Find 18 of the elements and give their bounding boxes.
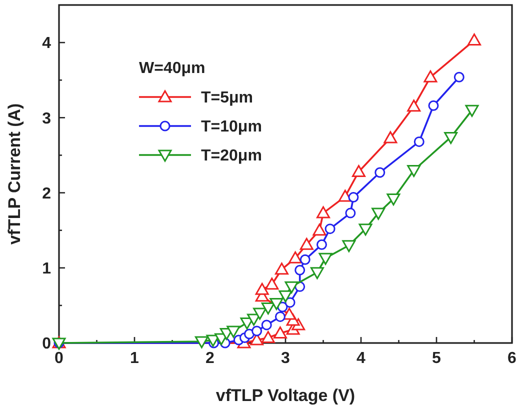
legend-label: T=20μm: [201, 148, 262, 165]
x-tick-label: 3: [281, 350, 290, 367]
x-tick-label: 2: [206, 350, 215, 367]
y-tick-label: 2: [42, 185, 52, 202]
legend-label: T=5μm: [201, 90, 254, 107]
y-tick-label: 1: [42, 260, 52, 278]
y-tick-label: 0: [42, 336, 52, 353]
legend-title: W=40μm: [139, 60, 206, 77]
x-tick-label: 0: [54, 350, 64, 367]
x-tick-label: 5: [432, 350, 442, 367]
y-axis-title: vfTLP Current (A): [5, 103, 24, 245]
x-tick-label: 4: [356, 350, 366, 367]
legend-label: T=10μm: [201, 118, 262, 136]
y-tick-label: 4: [42, 35, 52, 52]
x-tick-label: 6: [508, 350, 517, 367]
x-tick-label: 1: [130, 350, 140, 367]
x-axis-title: vfTLP Voltage (V): [216, 386, 356, 405]
y-tick-label: 3: [42, 110, 52, 128]
